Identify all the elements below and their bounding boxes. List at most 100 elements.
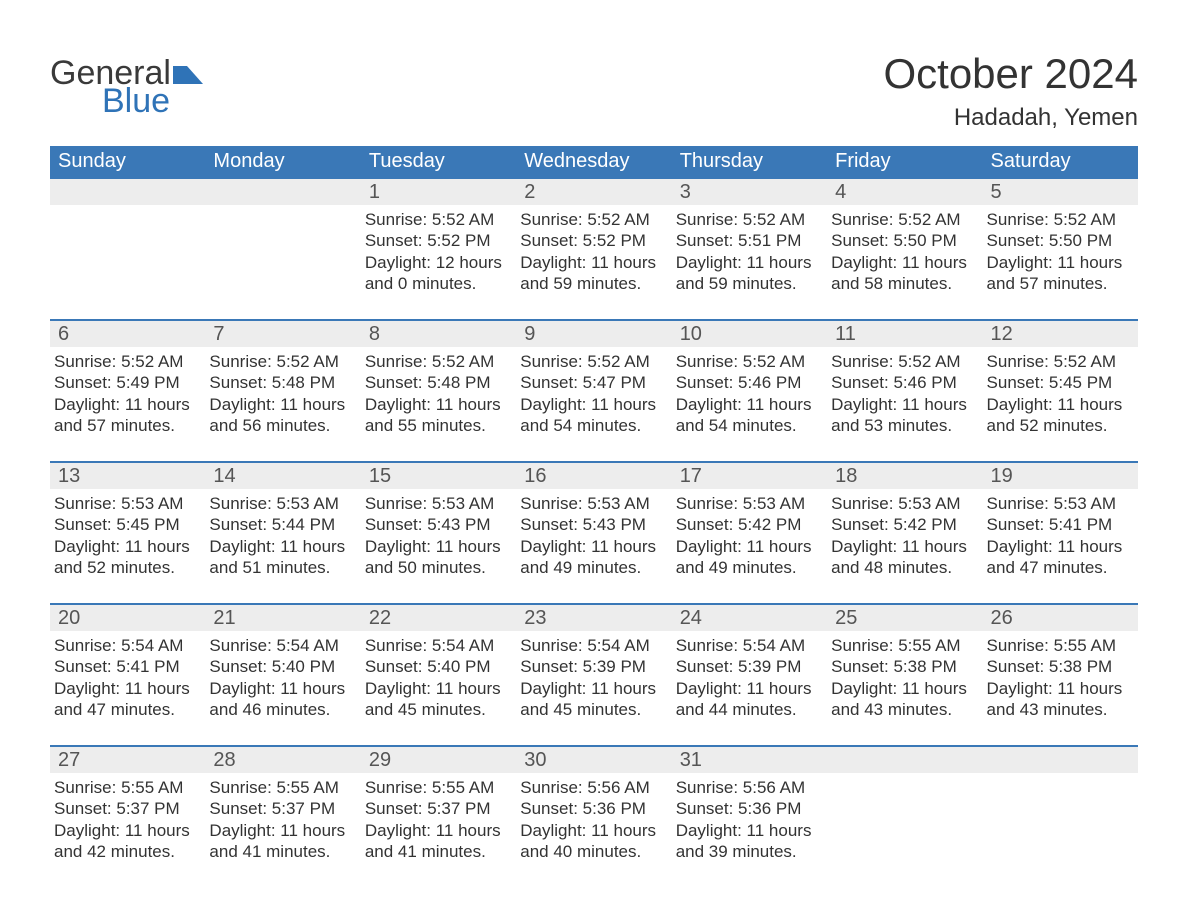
- day-cell: [50, 179, 205, 301]
- day-number: 13: [50, 463, 205, 489]
- day-sunrise: Sunrise: 5:53 AM: [676, 493, 819, 514]
- day-cell: 12Sunrise: 5:52 AMSunset: 5:45 PMDayligh…: [983, 321, 1138, 443]
- day-cell: [827, 747, 982, 869]
- day-body: Sunrise: 5:52 AMSunset: 5:49 PMDaylight:…: [50, 347, 205, 443]
- day-day2: and 55 minutes.: [365, 415, 508, 436]
- day-sunrise: Sunrise: 5:55 AM: [365, 777, 508, 798]
- day-sunrise: Sunrise: 5:52 AM: [987, 351, 1130, 372]
- day-body: Sunrise: 5:52 AMSunset: 5:52 PMDaylight:…: [516, 205, 671, 301]
- day-cell: 1Sunrise: 5:52 AMSunset: 5:52 PMDaylight…: [361, 179, 516, 301]
- day-number: 7: [205, 321, 360, 347]
- day-number: 10: [672, 321, 827, 347]
- day-sunrise: Sunrise: 5:52 AM: [520, 209, 663, 230]
- day-sunset: Sunset: 5:43 PM: [365, 514, 508, 535]
- day-day2: and 58 minutes.: [831, 273, 974, 294]
- day-sunrise: Sunrise: 5:53 AM: [365, 493, 508, 514]
- day-sunrise: Sunrise: 5:55 AM: [209, 777, 352, 798]
- day-body: Sunrise: 5:55 AMSunset: 5:38 PMDaylight:…: [827, 631, 982, 727]
- day-day2: and 59 minutes.: [520, 273, 663, 294]
- day-sunrise: Sunrise: 5:55 AM: [831, 635, 974, 656]
- day-day1: Daylight: 11 hours: [365, 394, 508, 415]
- day-cell: 14Sunrise: 5:53 AMSunset: 5:44 PMDayligh…: [205, 463, 360, 585]
- day-sunrise: Sunrise: 5:52 AM: [54, 351, 197, 372]
- day-day1: Daylight: 11 hours: [54, 820, 197, 841]
- day-day1: Daylight: 11 hours: [365, 820, 508, 841]
- day-sunrise: Sunrise: 5:52 AM: [365, 209, 508, 230]
- title-block: October 2024 Hadadah, Yemen: [883, 50, 1138, 138]
- day-number: 12: [983, 321, 1138, 347]
- day-body: [827, 773, 982, 869]
- day-cell: 31Sunrise: 5:56 AMSunset: 5:36 PMDayligh…: [672, 747, 827, 869]
- day-sunset: Sunset: 5:50 PM: [831, 230, 974, 251]
- day-cell: 2Sunrise: 5:52 AMSunset: 5:52 PMDaylight…: [516, 179, 671, 301]
- day-day2: and 45 minutes.: [520, 699, 663, 720]
- calendar: Sunday Monday Tuesday Wednesday Thursday…: [50, 146, 1138, 869]
- day-day2: and 57 minutes.: [987, 273, 1130, 294]
- day-number: 22: [361, 605, 516, 631]
- day-body: [205, 205, 360, 301]
- day-day1: Daylight: 11 hours: [209, 536, 352, 557]
- day-day1: Daylight: 11 hours: [676, 252, 819, 273]
- month-title: October 2024: [883, 50, 1138, 98]
- day-day2: and 54 minutes.: [520, 415, 663, 436]
- day-cell: 7Sunrise: 5:52 AMSunset: 5:48 PMDaylight…: [205, 321, 360, 443]
- day-cell: 18Sunrise: 5:53 AMSunset: 5:42 PMDayligh…: [827, 463, 982, 585]
- day-body: Sunrise: 5:53 AMSunset: 5:45 PMDaylight:…: [50, 489, 205, 585]
- day-day1: Daylight: 11 hours: [520, 678, 663, 699]
- day-day1: Daylight: 11 hours: [676, 678, 819, 699]
- day-body: Sunrise: 5:52 AMSunset: 5:46 PMDaylight:…: [672, 347, 827, 443]
- day-body: Sunrise: 5:55 AMSunset: 5:37 PMDaylight:…: [205, 773, 360, 869]
- day-cell: 21Sunrise: 5:54 AMSunset: 5:40 PMDayligh…: [205, 605, 360, 727]
- header: General Blue October 2024 Hadadah, Yemen: [50, 50, 1138, 138]
- weeks-container: 1Sunrise: 5:52 AMSunset: 5:52 PMDaylight…: [50, 177, 1138, 869]
- day-sunrise: Sunrise: 5:52 AM: [676, 351, 819, 372]
- day-day2: and 41 minutes.: [365, 841, 508, 862]
- day-body: Sunrise: 5:54 AMSunset: 5:39 PMDaylight:…: [516, 631, 671, 727]
- day-number: 23: [516, 605, 671, 631]
- day-sunset: Sunset: 5:52 PM: [365, 230, 508, 251]
- day-sunset: Sunset: 5:47 PM: [520, 372, 663, 393]
- day-number: [983, 747, 1138, 773]
- day-sunrise: Sunrise: 5:53 AM: [209, 493, 352, 514]
- day-number: 3: [672, 179, 827, 205]
- week-row: 6Sunrise: 5:52 AMSunset: 5:49 PMDaylight…: [50, 319, 1138, 443]
- day-sunset: Sunset: 5:36 PM: [676, 798, 819, 819]
- page: General Blue October 2024 Hadadah, Yemen…: [0, 0, 1188, 899]
- day-day2: and 50 minutes.: [365, 557, 508, 578]
- day-sunrise: Sunrise: 5:54 AM: [365, 635, 508, 656]
- day-cell: 5Sunrise: 5:52 AMSunset: 5:50 PMDaylight…: [983, 179, 1138, 301]
- day-sunset: Sunset: 5:41 PM: [54, 656, 197, 677]
- day-sunrise: Sunrise: 5:52 AM: [987, 209, 1130, 230]
- location: Hadadah, Yemen: [883, 104, 1138, 132]
- day-cell: 17Sunrise: 5:53 AMSunset: 5:42 PMDayligh…: [672, 463, 827, 585]
- day-day2: and 56 minutes.: [209, 415, 352, 436]
- day-day1: Daylight: 11 hours: [209, 394, 352, 415]
- day-sunrise: Sunrise: 5:54 AM: [520, 635, 663, 656]
- day-cell: 11Sunrise: 5:52 AMSunset: 5:46 PMDayligh…: [827, 321, 982, 443]
- week-row: 13Sunrise: 5:53 AMSunset: 5:45 PMDayligh…: [50, 461, 1138, 585]
- day-body: Sunrise: 5:52 AMSunset: 5:51 PMDaylight:…: [672, 205, 827, 301]
- day-number: 31: [672, 747, 827, 773]
- day-sunset: Sunset: 5:40 PM: [209, 656, 352, 677]
- day-day1: Daylight: 11 hours: [54, 536, 197, 557]
- day-day1: Daylight: 11 hours: [987, 252, 1130, 273]
- dow-cell: Saturday: [983, 146, 1138, 177]
- day-cell: 28Sunrise: 5:55 AMSunset: 5:37 PMDayligh…: [205, 747, 360, 869]
- day-day2: and 54 minutes.: [676, 415, 819, 436]
- day-sunrise: Sunrise: 5:52 AM: [676, 209, 819, 230]
- day-day2: and 52 minutes.: [54, 557, 197, 578]
- dow-cell: Wednesday: [516, 146, 671, 177]
- week-row: 20Sunrise: 5:54 AMSunset: 5:41 PMDayligh…: [50, 603, 1138, 727]
- day-body: Sunrise: 5:52 AMSunset: 5:48 PMDaylight:…: [205, 347, 360, 443]
- day-sunset: Sunset: 5:37 PM: [365, 798, 508, 819]
- day-cell: 16Sunrise: 5:53 AMSunset: 5:43 PMDayligh…: [516, 463, 671, 585]
- day-body: Sunrise: 5:55 AMSunset: 5:38 PMDaylight:…: [983, 631, 1138, 727]
- day-number: 25: [827, 605, 982, 631]
- day-sunset: Sunset: 5:37 PM: [54, 798, 197, 819]
- dow-cell: Thursday: [672, 146, 827, 177]
- day-cell: 23Sunrise: 5:54 AMSunset: 5:39 PMDayligh…: [516, 605, 671, 727]
- day-cell: [983, 747, 1138, 869]
- day-cell: 4Sunrise: 5:52 AMSunset: 5:50 PMDaylight…: [827, 179, 982, 301]
- day-body: Sunrise: 5:52 AMSunset: 5:47 PMDaylight:…: [516, 347, 671, 443]
- day-cell: 22Sunrise: 5:54 AMSunset: 5:40 PMDayligh…: [361, 605, 516, 727]
